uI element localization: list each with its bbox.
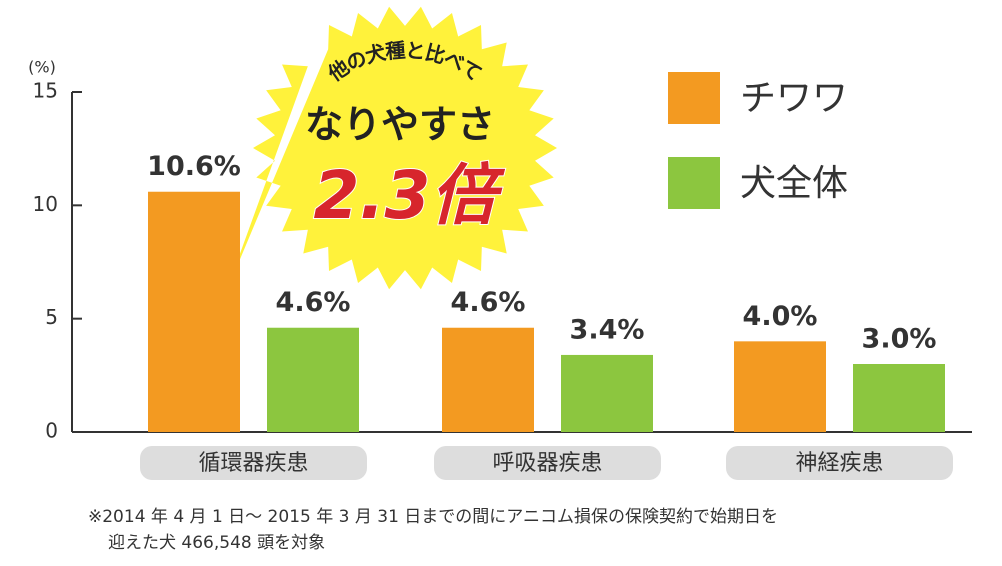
legend-label: 犬全体: [740, 163, 848, 204]
bar: [734, 341, 826, 432]
bar: [148, 191, 240, 432]
annotation-highlight: 2.3倍: [314, 157, 506, 234]
x-tick-label: 呼吸器疾患: [492, 451, 602, 476]
value-label: 4.0%: [743, 301, 818, 332]
x-tick-label: 神経疾患: [795, 451, 883, 476]
burst-shape: [225, 6, 557, 295]
category-pill: [140, 446, 367, 480]
category-pill: [434, 446, 661, 480]
bar: [267, 327, 359, 432]
y-axis-label: (%): [28, 58, 56, 77]
legend-swatch: [668, 157, 720, 209]
y-tick-label: 5: [45, 305, 58, 329]
legend-label: チワワ: [740, 78, 848, 119]
burst-callout: [225, 6, 557, 295]
value-label: 3.0%: [862, 324, 937, 355]
footnote: 迎えた犬 466,548 頭を対象: [108, 533, 325, 553]
bar: [442, 327, 534, 432]
x-tick-label: 循環器疾患: [198, 451, 308, 476]
footnote: ※2014 年 4 月 1 日～ 2015 年 3 月 31 日までの間にアニコ…: [88, 507, 778, 527]
category-pill: [726, 446, 953, 480]
y-tick-label: 15: [33, 79, 58, 103]
bar: [853, 364, 945, 432]
bar: [561, 354, 653, 432]
value-label: 4.6%: [276, 287, 351, 318]
value-label: 10.6%: [147, 151, 241, 182]
legend-swatch: [668, 72, 720, 124]
y-tick-label: 10: [33, 192, 58, 216]
value-label: 4.6%: [451, 287, 526, 318]
annotation-main: なりやすさ: [305, 103, 495, 147]
value-label: 3.4%: [570, 314, 645, 345]
y-tick-label: 0: [45, 419, 58, 443]
